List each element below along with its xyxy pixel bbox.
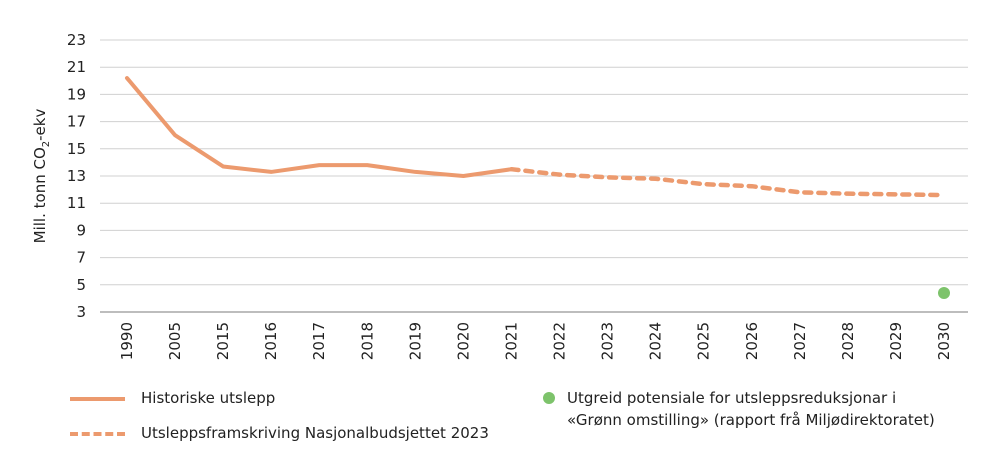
x-tick-label: 2020 [454,322,472,360]
x-tick-label: 2025 [695,322,713,360]
x-tick-label: 2028 [839,322,857,360]
y-tick-label: 5 [76,276,86,294]
x-tick-label: 1990 [118,322,136,360]
y-tick-label: 17 [67,113,86,131]
y-tick-label: 19 [67,85,86,103]
x-tick-label: 2019 [406,322,424,360]
solid-line-swatch [70,397,125,401]
projection-line [509,166,947,198]
x-tick-label: 2005 [166,322,184,360]
legend-label: Historiske utslepp [141,389,276,407]
y-tick-label: 7 [76,249,86,267]
legend-projection: Utsleppsframskriving Nasjonalbudsjettet … [70,422,489,444]
x-tick-label: 2026 [743,322,761,360]
x-tick-label: 2018 [358,322,376,360]
x-tick-label: 2016 [262,322,280,360]
x-tick-label: 2022 [551,322,569,360]
y-axis-label: Mill. tonn CO2-ekv [31,109,52,244]
x-tick-label: 2017 [310,322,328,360]
x-tick-label: 2029 [887,322,905,360]
y-tick-label: 11 [67,194,86,212]
x-tick-label: 2021 [502,322,520,360]
x-tick-label: 2030 [935,322,953,360]
data-point [938,286,950,299]
y-tick-label: 9 [76,221,86,239]
y-tick-label: 13 [67,167,86,185]
dashed-line-swatch [70,432,125,436]
legend-label: «Grønn omstilling» (rapport frå Miljødir… [567,411,935,429]
x-tick-label: 2027 [791,322,809,360]
legend-label: Utgreid potensiale for utsleppsreduksjon… [567,389,897,407]
legend-historic: Historiske utslepp [70,387,275,409]
x-tick-label: 2015 [214,322,232,360]
legend-potential: Utgreid potensiale for utsleppsreduksjon… [543,387,935,431]
green-dot-swatch [543,392,555,404]
historic-line [125,76,514,178]
y-tick-label: 3 [76,303,86,321]
x-tick-label: 2024 [647,322,665,360]
legend-label: Utsleppsframskriving Nasjonalbudsjettet … [141,424,489,442]
y-tick-label: 23 [67,31,86,49]
y-tick-label: 21 [67,58,86,76]
x-tick-label: 2023 [599,322,617,360]
y-tick-label: 15 [67,140,86,158]
line-chart: 3 5 7 9 11 13 15 17 19 21 23 1990 2005 2015 2016 2017 2… [31,31,968,360]
